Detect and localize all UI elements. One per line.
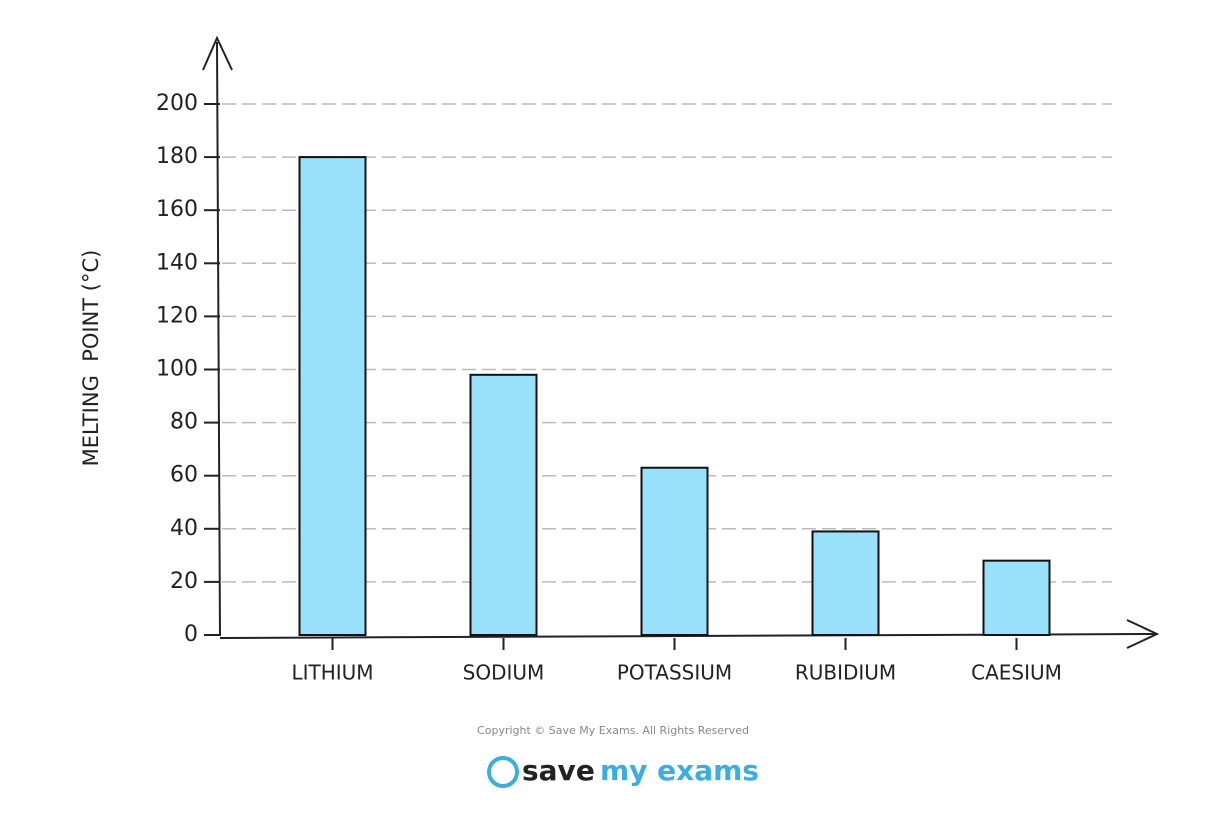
- x-tick-label: RUBIDIUM: [795, 661, 896, 685]
- bar: [469, 373, 538, 636]
- bar: [298, 156, 367, 636]
- y-tick-label: 80: [170, 410, 198, 435]
- y-tick-label: 40: [170, 516, 198, 541]
- y-tick-label: 60: [170, 463, 198, 488]
- logo-text: save: [522, 754, 595, 787]
- x-tick-label: POTASSIUM: [617, 661, 732, 685]
- x-tick-label: LITHIUM: [291, 661, 373, 685]
- logo-icon: [487, 756, 519, 788]
- bar: [640, 466, 709, 636]
- y-tick-label: 140: [156, 250, 198, 275]
- y-tick-label: 20: [170, 569, 198, 594]
- y-axis: [202, 35, 233, 637]
- logo-text: my exams: [600, 754, 759, 787]
- copyright: Copyright © Save My Exams. All Rights Re…: [477, 724, 749, 737]
- y-tick-label: 160: [156, 197, 198, 222]
- x-tick-label: CAESIUM: [971, 661, 1062, 685]
- y-tick-label: 120: [156, 303, 198, 328]
- y-tick-label: 180: [156, 144, 198, 169]
- y-tick-label: 200: [156, 91, 198, 116]
- bar: [982, 559, 1051, 636]
- x-tick-label: SODIUM: [463, 661, 545, 685]
- bar: [811, 530, 880, 637]
- y-tick-label: 0: [184, 622, 198, 647]
- y-tick-label: 100: [156, 357, 198, 382]
- logo: save my exams: [487, 754, 759, 788]
- y-axis-label: MELTING POINT (°C): [79, 250, 103, 467]
